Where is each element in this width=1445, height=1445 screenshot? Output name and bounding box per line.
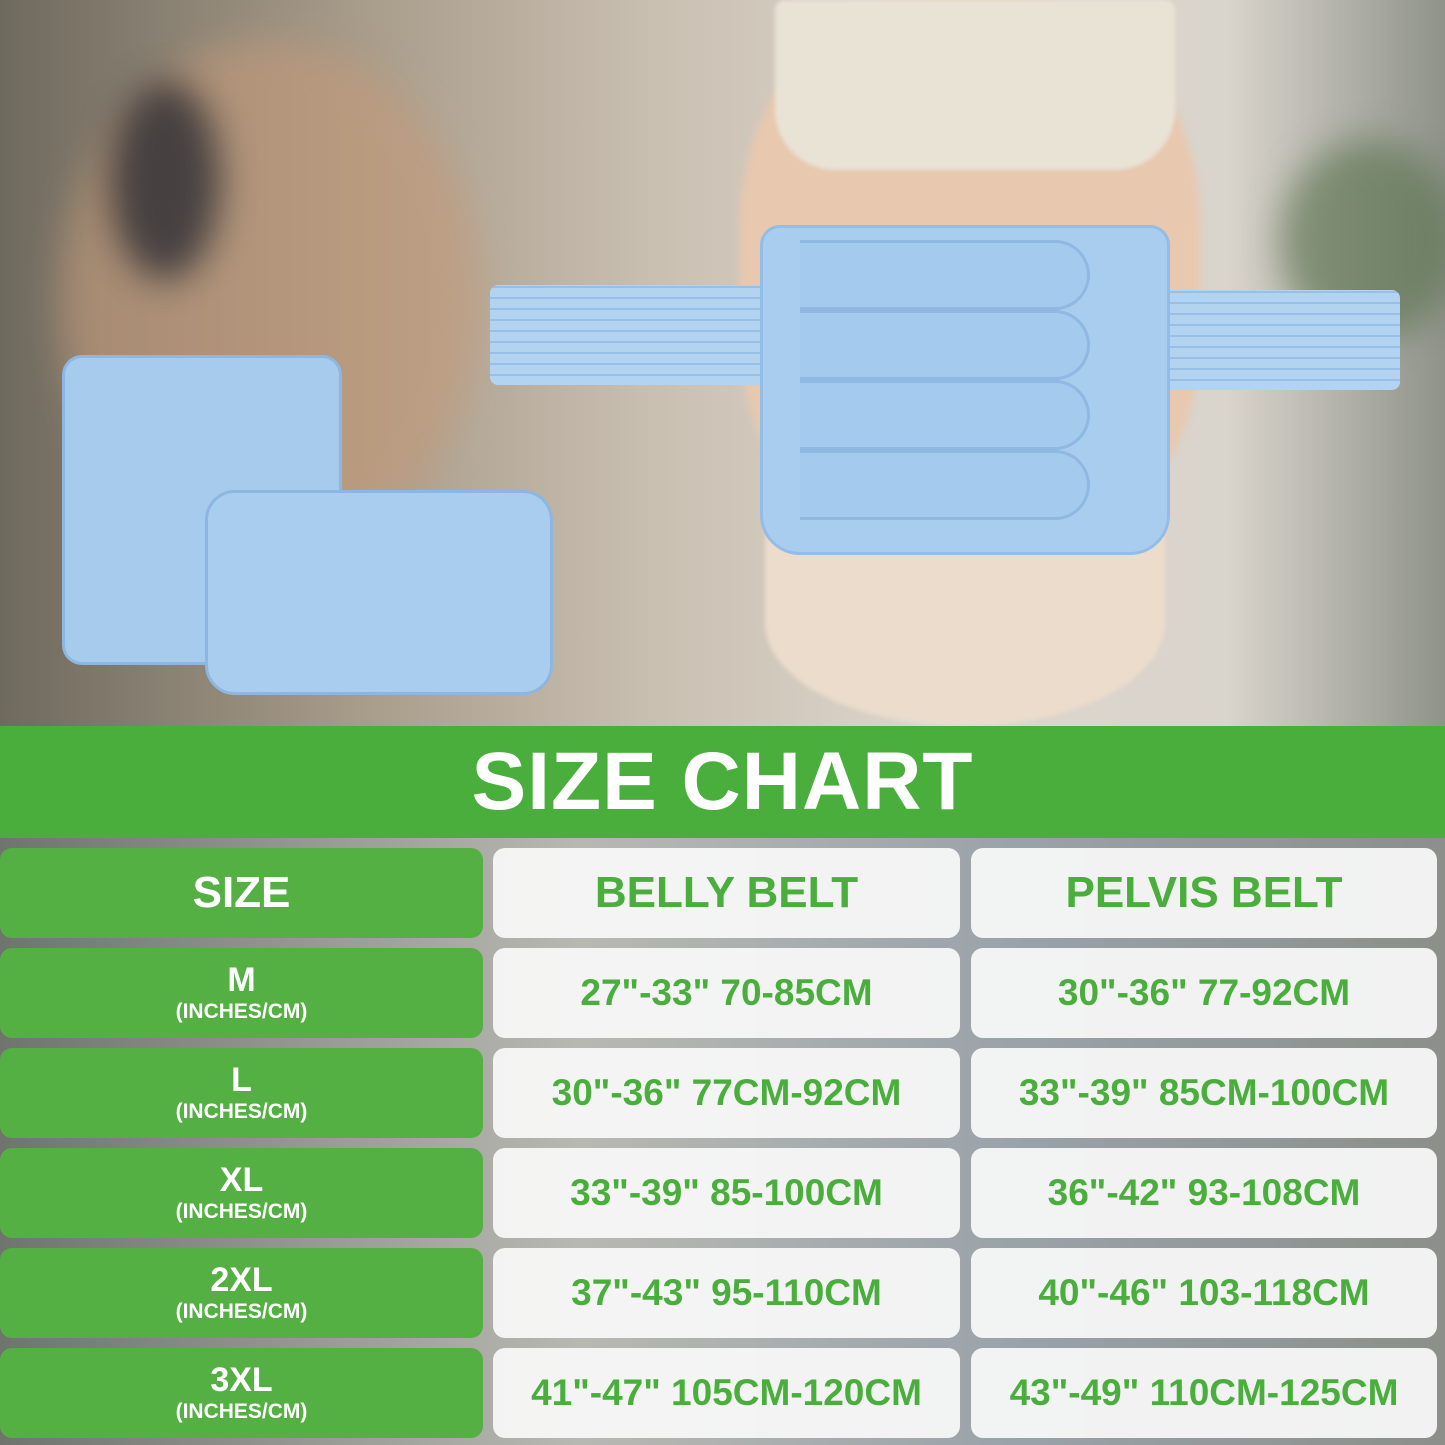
product-photo [0,0,1445,726]
unit-label: (INCHES/CM) [175,1100,308,1123]
size-label: 2XL [210,1261,273,1299]
belt-strap-left [490,285,780,385]
pelvis-belt-cell: 43"-49" 110CM-125CM [971,1348,1437,1438]
unit-label: (INCHES/CM) [175,1200,308,1223]
pelvis-belt-cell: 40"-46" 103-118CM [971,1248,1437,1338]
belt-strap-right [1160,290,1400,390]
header-size: SIZE [0,848,483,938]
header-belly-belt: BELLY BELT [493,848,960,938]
belly-belt-cell: 27"-33" 70-85CM [493,948,960,1038]
unit-label: (INCHES/CM) [175,1000,308,1023]
size-label: XL [219,1161,264,1199]
pelvis-belt-product [205,490,553,695]
belly-belt-cell: 37"-43" 95-110CM [493,1248,960,1338]
size-chart-banner: SIZE CHART [0,726,1445,838]
unit-label: (INCHES/CM) [175,1300,308,1323]
size-cell: 2XL (INCHES/CM) [0,1248,483,1338]
size-table: SIZE BELLY BELT PELVIS BELT M (INCHES/CM)… [0,838,1445,1445]
belly-belt-cell: 41"-47" 105CM-120CM [493,1348,960,1438]
size-cell: 3XL (INCHES/CM) [0,1348,483,1438]
size-cell: XL (INCHES/CM) [0,1148,483,1238]
belly-belt-cell: 33"-39" 85-100CM [493,1148,960,1238]
size-label: M [227,961,256,999]
size-chart-title: SIZE CHART [471,736,974,827]
belly-belt-cell: 30"-36" 77CM-92CM [493,1048,960,1138]
pelvis-belt-cell: 33"-39" 85CM-100CM [971,1048,1437,1138]
size-label: L [231,1061,252,1099]
header-pelvis-belt: PELVIS BELT [971,848,1437,938]
unit-label: (INCHES/CM) [175,1400,308,1423]
pelvis-belt-cell: 30"-36" 77-92CM [971,948,1437,1038]
pelvis-belt-cell: 36"-42" 93-108CM [971,1148,1437,1238]
size-label: 3XL [210,1361,273,1399]
size-cell: M (INCHES/CM) [0,948,483,1038]
size-cell: L (INCHES/CM) [0,1048,483,1138]
